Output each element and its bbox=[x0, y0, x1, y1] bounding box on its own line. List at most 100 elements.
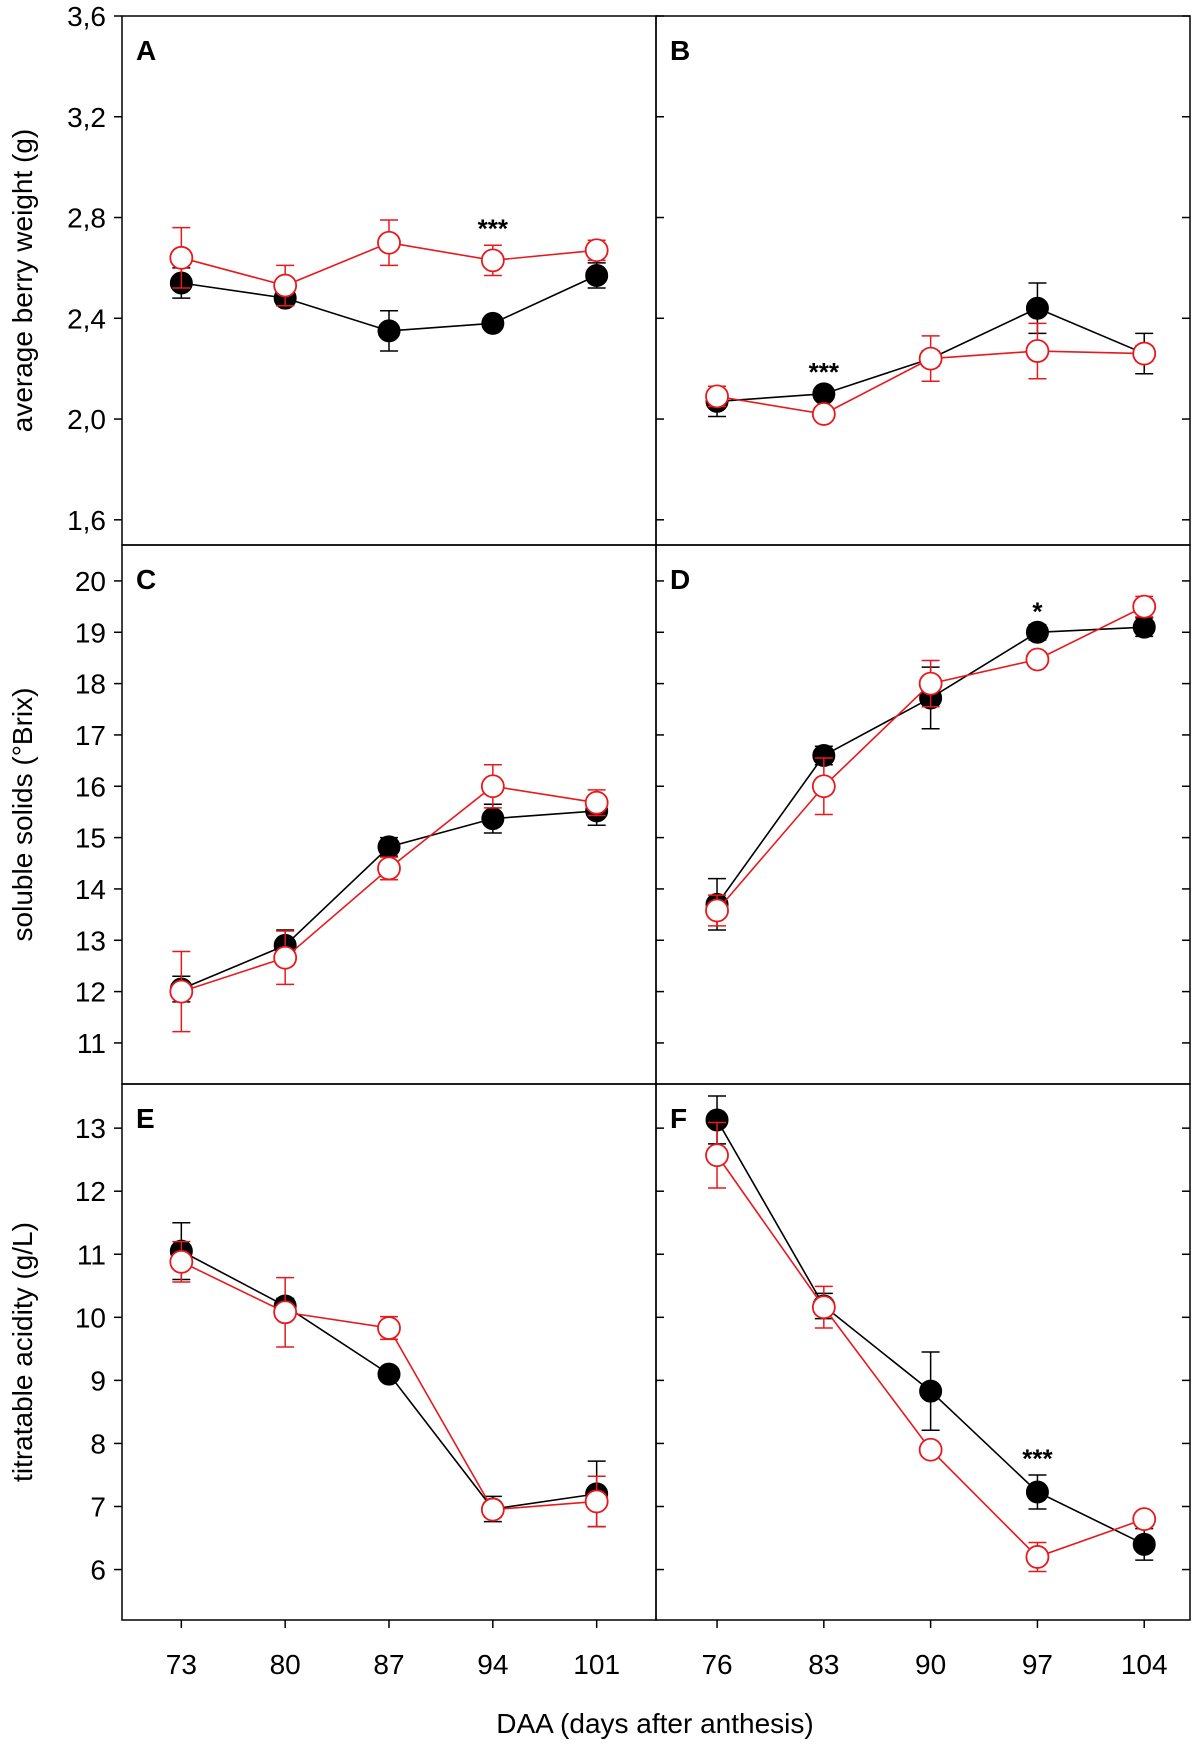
data-point bbox=[1132, 1507, 1157, 1532]
panel-letter: A bbox=[136, 35, 156, 66]
data-point bbox=[585, 263, 609, 287]
y-tick-label: 17 bbox=[75, 720, 106, 751]
series-open bbox=[705, 322, 1157, 426]
x-tick-label: 94 bbox=[477, 1649, 508, 1680]
data-point bbox=[1025, 339, 1050, 363]
series-open bbox=[169, 763, 609, 1033]
panel-b: B *** bbox=[655, 15, 1191, 546]
data-point bbox=[705, 1143, 729, 1168]
y-tick-label: 13 bbox=[75, 1113, 106, 1144]
data-point bbox=[273, 945, 298, 970]
data-point bbox=[705, 898, 729, 923]
panel-f: 76 83 90 97 104 F *** bbox=[655, 1083, 1191, 1680]
panel-letter: E bbox=[136, 1103, 155, 1134]
significance-marker: *** bbox=[809, 357, 840, 387]
x-tick-label: 87 bbox=[373, 1649, 404, 1680]
y-axis-label: average berry weight (g) bbox=[7, 129, 38, 432]
data-point bbox=[169, 979, 194, 1004]
y-tick-label: 3,2 bbox=[67, 102, 106, 133]
panel-frame bbox=[655, 1083, 1191, 1621]
data-point bbox=[918, 671, 943, 696]
y-tick-label: 2,4 bbox=[67, 303, 106, 334]
data-point bbox=[811, 402, 836, 426]
data-point bbox=[377, 1316, 401, 1340]
series-open bbox=[705, 1121, 1157, 1573]
panel-letter: C bbox=[136, 564, 156, 595]
data-point bbox=[273, 273, 298, 298]
x-tick-label: 76 bbox=[701, 1649, 732, 1680]
data-point bbox=[169, 245, 194, 270]
panels-group: 1,6 2,0 2,4 2,8 3,2 3,6 average berry weight (… bbox=[7, 1, 1191, 1680]
series-open bbox=[705, 594, 1157, 927]
y-tick-label: 19 bbox=[75, 617, 106, 648]
series-open bbox=[169, 1240, 609, 1528]
series-open bbox=[169, 219, 609, 307]
x-tick-label: 73 bbox=[166, 1649, 197, 1680]
panel-e: 6 7 8 9 10 11 12 13 73 80 87 94 101 titratable acidit… bbox=[7, 1083, 657, 1680]
significance-marker: *** bbox=[478, 214, 509, 244]
panel-frame bbox=[655, 544, 1191, 1085]
data-point bbox=[481, 311, 505, 335]
data-point bbox=[377, 230, 401, 255]
data-point bbox=[377, 835, 401, 859]
data-point bbox=[705, 384, 729, 409]
panel-frame bbox=[655, 15, 1191, 546]
y-tick-label: 2,0 bbox=[67, 404, 106, 435]
y-tick-label: 11 bbox=[77, 1028, 106, 1059]
y-tick-label: 11 bbox=[77, 1239, 106, 1270]
significance-marker: * bbox=[1032, 597, 1043, 627]
data-point bbox=[584, 238, 609, 263]
panel-c: 11 12 13 14 15 16 17 18 19 20 soluble solids (°Bri… bbox=[7, 544, 657, 1085]
y-tick-label: 7 bbox=[90, 1491, 106, 1522]
data-point bbox=[919, 1379, 943, 1403]
data-point bbox=[1132, 1532, 1156, 1556]
panel-a: 1,6 2,0 2,4 2,8 3,2 3,6 average berry weight (… bbox=[7, 1, 657, 546]
panel-frame bbox=[121, 544, 657, 1085]
y-axis-label: soluble solids (°Brix) bbox=[7, 688, 38, 942]
x-tick-label: 80 bbox=[270, 1649, 301, 1680]
x-tick-label: 83 bbox=[808, 1649, 839, 1680]
data-point bbox=[1132, 594, 1157, 619]
y-tick-label: 1,6 bbox=[67, 505, 106, 536]
series-line bbox=[181, 785, 597, 993]
data-point bbox=[1132, 615, 1156, 639]
series-line bbox=[716, 605, 1145, 912]
x-tick-label: 90 bbox=[915, 1649, 946, 1680]
data-point bbox=[1132, 341, 1157, 366]
series-line bbox=[180, 1261, 597, 1511]
y-tick-label: 6 bbox=[90, 1555, 106, 1586]
panel-frame bbox=[121, 1083, 657, 1621]
panel-letter: F bbox=[670, 1103, 687, 1134]
data-point bbox=[1025, 620, 1049, 644]
data-point bbox=[918, 346, 943, 371]
data-point bbox=[584, 1489, 609, 1514]
y-tick-label: 15 bbox=[75, 823, 106, 854]
series-filled bbox=[705, 1095, 1156, 1561]
data-point bbox=[377, 1362, 401, 1386]
data-point bbox=[584, 790, 609, 815]
panel-d: D* bbox=[655, 544, 1191, 1085]
series-filled bbox=[169, 795, 609, 1003]
y-tick-label: 10 bbox=[75, 1302, 106, 1333]
data-point bbox=[918, 1437, 943, 1462]
data-point bbox=[1025, 1545, 1050, 1569]
series-line bbox=[716, 1119, 1145, 1546]
y-axis-label: titratable acidity (g/L) bbox=[7, 1222, 38, 1482]
x-tick-label: 97 bbox=[1022, 1649, 1053, 1680]
y-tick-label: 16 bbox=[75, 771, 106, 802]
data-point bbox=[480, 248, 505, 273]
significance-marker: *** bbox=[1022, 1443, 1053, 1473]
series-filled bbox=[169, 262, 609, 352]
y-tick-label: 13 bbox=[75, 925, 106, 956]
x-tick-label: 104 bbox=[1121, 1649, 1168, 1680]
data-point bbox=[377, 319, 401, 343]
panel-letter: D bbox=[670, 564, 690, 595]
data-point bbox=[1025, 1480, 1049, 1504]
panel-frame bbox=[121, 15, 657, 546]
data-point bbox=[480, 1497, 505, 1522]
data-point bbox=[481, 807, 505, 831]
data-point bbox=[377, 856, 401, 881]
y-tick-label: 9 bbox=[90, 1365, 106, 1396]
y-tick-label: 3,6 bbox=[67, 1, 106, 32]
